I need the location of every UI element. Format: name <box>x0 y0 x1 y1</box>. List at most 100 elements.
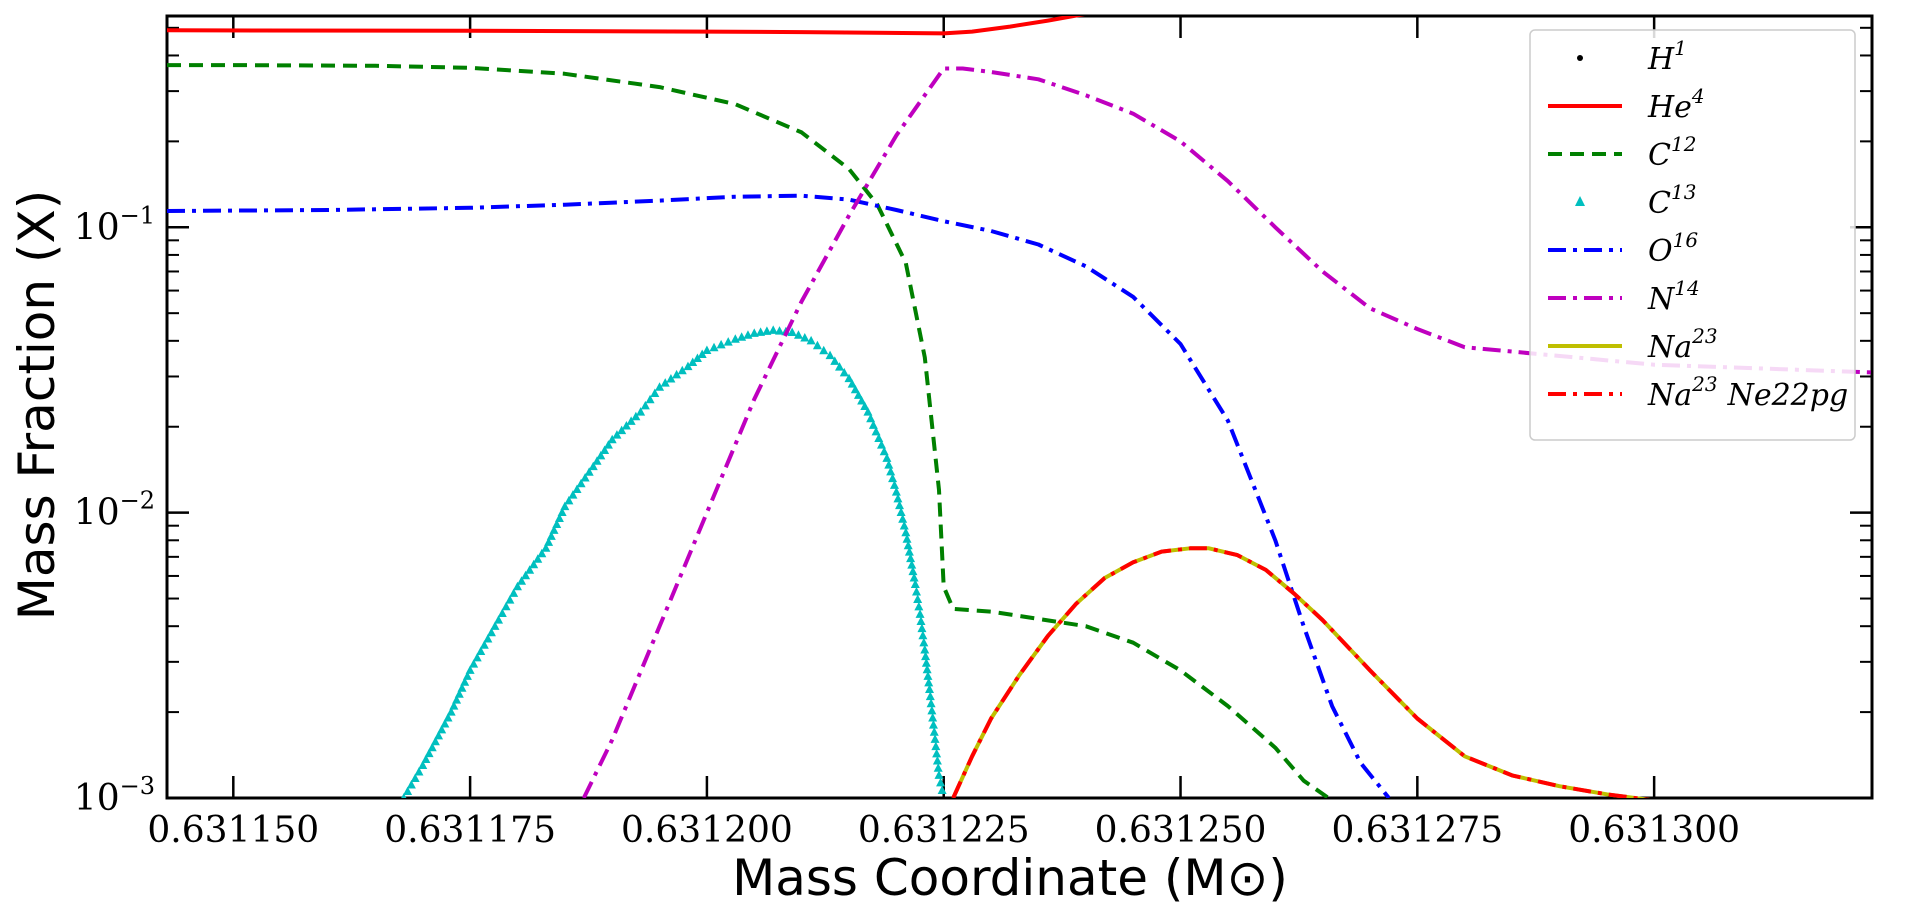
marker-c13 <box>677 365 687 375</box>
marker-c13 <box>636 407 646 416</box>
marker-c13 <box>907 560 917 569</box>
marker-c13 <box>723 337 733 346</box>
marker-c13 <box>592 456 602 465</box>
marker-c13 <box>572 484 582 493</box>
marker-c13 <box>603 440 613 449</box>
marker-c13 <box>910 579 920 588</box>
marker-c13 <box>650 388 660 397</box>
marker-c13 <box>860 401 870 411</box>
x-tick-labels: 0.631150 0.631175 0.631200 0.631225 0.631250… <box>147 810 1740 851</box>
legend-label: C12 <box>1648 132 1696 173</box>
marker-c13 <box>430 736 440 746</box>
marker-c13 <box>924 677 934 687</box>
marker-c13 <box>921 651 931 661</box>
series-n14 <box>582 66 1872 798</box>
marker-c13 <box>800 333 810 342</box>
marker-c13 <box>835 362 845 371</box>
legend-item-na23: Na23 <box>1548 324 1718 365</box>
marker-c13 <box>874 433 884 443</box>
marker-c13 <box>762 326 772 335</box>
marker-c13 <box>631 411 641 421</box>
marker-c13 <box>812 340 822 350</box>
marker-c13 <box>908 566 918 576</box>
marker-c13 <box>917 623 927 633</box>
legend-item-c13: C13 <box>1575 180 1696 221</box>
marker-c13 <box>847 379 857 388</box>
marker-c13 <box>600 445 610 455</box>
marker-c13 <box>449 701 459 710</box>
marker-c13 <box>497 608 507 617</box>
marker-c13 <box>476 646 486 656</box>
marker-c13 <box>452 695 462 704</box>
marker-c13 <box>903 540 913 550</box>
marker-c13 <box>533 554 543 563</box>
marker-c13 <box>915 609 925 618</box>
marker-c13 <box>850 384 860 394</box>
x-tick-label: 0.631250 <box>1095 810 1267 851</box>
marker-c13 <box>486 627 496 637</box>
legend-label: C13 <box>1648 180 1696 221</box>
marker-c13 <box>806 335 816 345</box>
marker-c13 <box>925 691 935 701</box>
marker-c13 <box>936 777 946 787</box>
legend-label: He4 <box>1647 84 1705 125</box>
marker-c13 <box>934 770 944 779</box>
marker-c13 <box>756 327 766 336</box>
x-axis-title: Mass Coordinate (M⊙) <box>732 849 1288 907</box>
legend-label: Na23 <box>1647 324 1718 365</box>
marker-c13 <box>465 665 475 674</box>
marker-c13 <box>904 547 914 556</box>
marker-c13 <box>588 461 598 471</box>
marker-c13 <box>857 395 867 405</box>
marker-c13 <box>898 514 908 523</box>
marker-c13 <box>645 394 655 404</box>
legend-label: H1 <box>1647 36 1687 77</box>
marker-c13 <box>913 594 923 603</box>
marker-c13 <box>716 339 726 349</box>
marker-c13 <box>787 327 797 336</box>
series-na23 <box>951 546 1651 798</box>
marker-c13 <box>929 727 939 736</box>
marker-c13 <box>853 390 863 399</box>
x-tick-label: 0.631150 <box>147 810 319 851</box>
marker-c13 <box>494 615 504 624</box>
y-tick-label: 10−2 <box>74 487 155 534</box>
marker-c13 <box>928 720 938 729</box>
legend-item-he4: He4 <box>1548 84 1705 125</box>
marker-c13 <box>469 659 479 668</box>
x-tick-label: 0.631225 <box>858 810 1030 851</box>
marker-c13 <box>584 467 594 476</box>
series-c13 <box>401 325 947 798</box>
legend-item-na23ne22pg: Na23 Ne22pg <box>1548 372 1848 413</box>
marker-c13 <box>868 420 878 429</box>
marker-c13 <box>525 565 535 574</box>
marker-c13 <box>517 576 527 585</box>
marker-c13 <box>928 712 938 722</box>
y-axis-title: Mass Fraction (X) <box>8 190 66 621</box>
marker-c13 <box>640 400 650 410</box>
x-tick-label: 0.631200 <box>621 810 793 851</box>
marker-c13 <box>902 534 912 543</box>
marker-c13 <box>692 353 702 363</box>
marker-c13 <box>541 543 551 552</box>
marker-c13 <box>549 525 559 534</box>
marker-c13 <box>401 793 407 798</box>
marker-c13 <box>768 325 778 334</box>
marker-c13 <box>554 513 564 523</box>
marker-c13 <box>557 507 567 517</box>
marker-c13 <box>911 586 921 596</box>
marker-c13 <box>403 786 413 795</box>
marker-c13 <box>923 671 933 680</box>
legend-item-c12: C12 <box>1548 132 1696 173</box>
y-tick-labels: 10−3 10−2 10−1 <box>74 201 155 819</box>
marker-c13 <box>931 741 941 751</box>
marker-c13 <box>925 684 935 694</box>
marker-c13 <box>749 328 759 337</box>
marker-c13 <box>896 507 906 516</box>
marker-c13 <box>926 698 936 708</box>
legend-frame <box>1529 29 1856 441</box>
marker-c13 <box>909 573 919 582</box>
marker-c13 <box>418 760 428 769</box>
marker-c13 <box>922 664 932 674</box>
marker-c13 <box>863 407 873 416</box>
